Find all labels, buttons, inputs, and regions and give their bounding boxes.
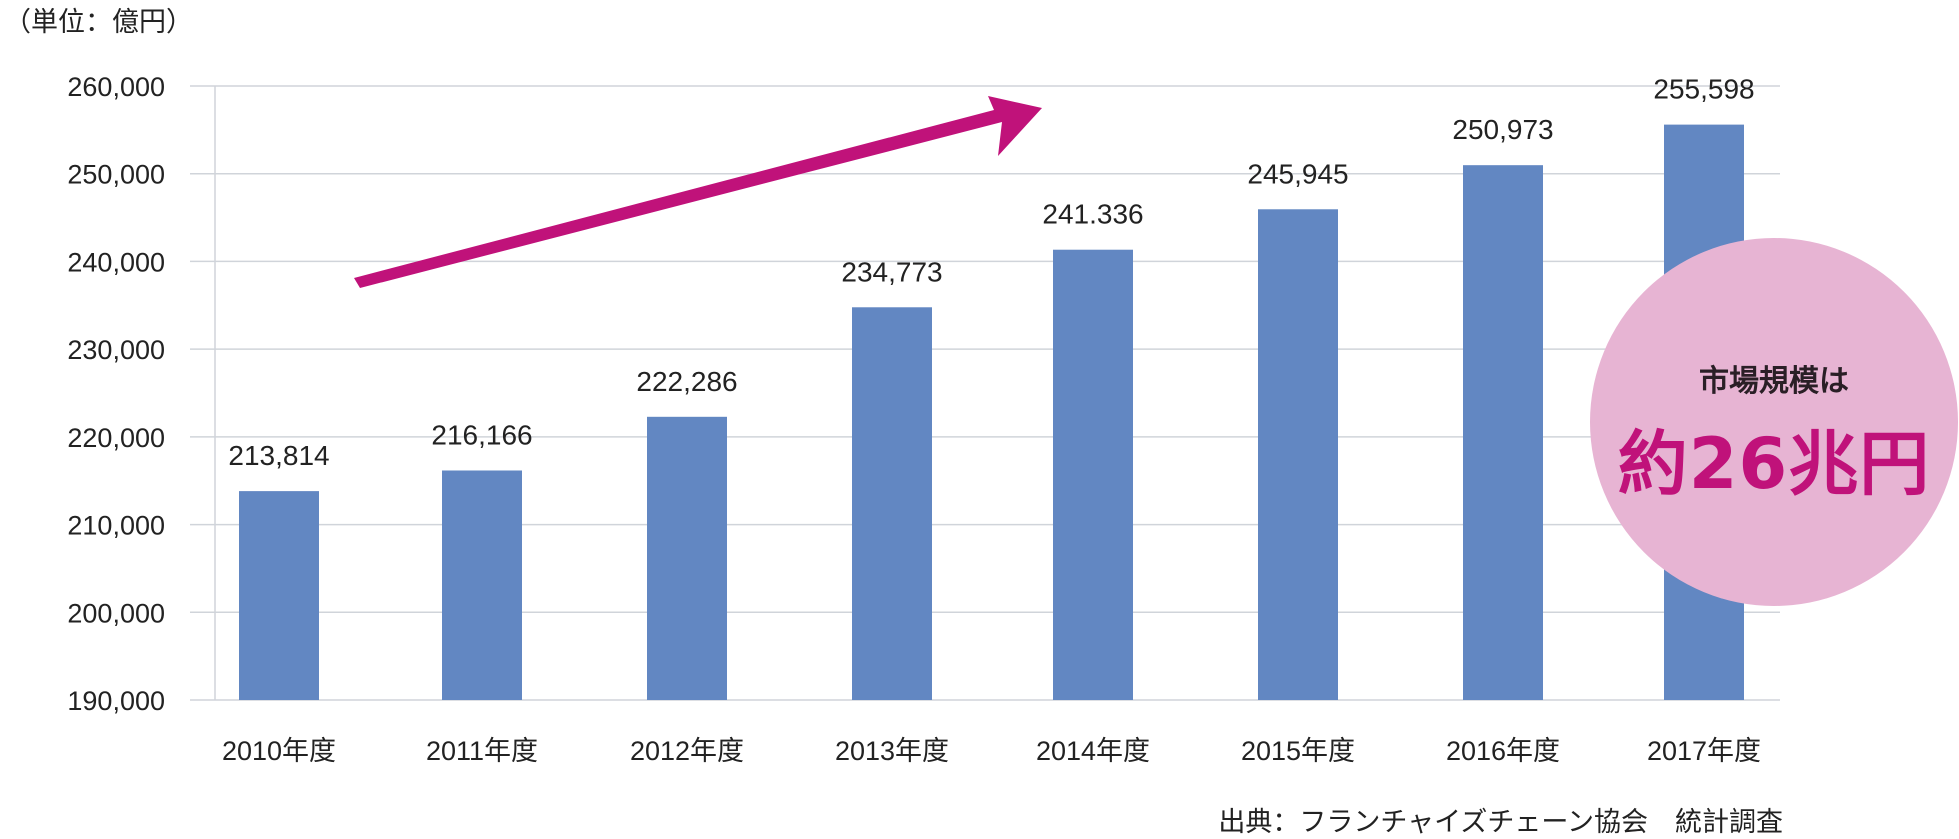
- market-size-badge: 市場規模は 約26兆円: [1590, 238, 1958, 606]
- x-tick-label: 2017年度: [1647, 736, 1761, 766]
- badge-value: 約26兆円: [1617, 423, 1931, 505]
- bars: [239, 124, 1744, 701]
- y-tick-label: 230,000: [67, 335, 165, 365]
- bar: [1258, 209, 1338, 701]
- y-axis-ticks: 190,000 200,000 210,000 220,000 230,000 240,0…: [67, 72, 165, 716]
- y-tick-label: 260,000: [67, 72, 165, 102]
- bar: [852, 307, 932, 700]
- unit-label: （単位：億円）: [4, 7, 193, 38]
- bar-value-label: 250,973: [1452, 114, 1553, 145]
- trend-arrow-icon: [354, 96, 1042, 288]
- badge-caption: 市場規模は: [1699, 364, 1849, 399]
- bar: [1053, 249, 1133, 700]
- bar-value-label: 234,773: [841, 256, 942, 287]
- y-tick-label: 240,000: [67, 247, 165, 277]
- x-tick-label: 2011年度: [426, 736, 538, 766]
- value-labels: 213,814 216,166 222,286 234,773 241.336 245,9…: [228, 74, 1754, 472]
- y-tick-label: 220,000: [67, 423, 165, 453]
- bar-value-label: 241.336: [1042, 199, 1143, 230]
- bar: [647, 416, 727, 700]
- y-tick-label: 190,000: [67, 686, 165, 716]
- x-tick-label: 2015年度: [1241, 736, 1355, 766]
- y-tick-label: 250,000: [67, 160, 165, 190]
- bar-value-label: 245,945: [1247, 158, 1348, 189]
- y-tick-label: 210,000: [67, 511, 165, 541]
- trend-arrow-shape: [354, 96, 1042, 288]
- bar: [1463, 165, 1543, 700]
- x-tick-label: 2014年度: [1036, 736, 1150, 766]
- x-axis-ticks: 2010年度 2011年度 2012年度 2013年度 2014年度 2015年度 2016…: [222, 736, 1761, 766]
- bar-value-label: 213,814: [228, 440, 329, 471]
- bar: [239, 491, 319, 700]
- x-tick-label: 2013年度: [835, 736, 949, 766]
- source-label: 出典：フランチャイズチェーン協会 統計調査: [1218, 807, 1783, 838]
- bar-value-label: 255,598: [1653, 74, 1754, 105]
- bar-chart: 190,000 200,000 210,000 220,000 230,000 240,0…: [67, 72, 1780, 766]
- x-tick-label: 2012年度: [630, 736, 744, 766]
- y-tick-label: 200,000: [67, 598, 165, 628]
- x-tick-label: 2016年度: [1446, 736, 1560, 766]
- bar-value-label: 216,166: [431, 419, 532, 450]
- bar-value-label: 222,286: [636, 366, 737, 397]
- x-tick-label: 2010年度: [222, 736, 336, 766]
- bar: [442, 470, 522, 700]
